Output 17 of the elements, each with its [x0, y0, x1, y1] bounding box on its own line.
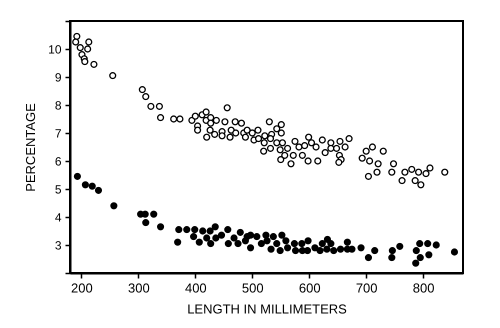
- y-axis-title: PERCENTAGE: [23, 102, 38, 192]
- y-tick-label: 9: [54, 70, 62, 84]
- y-tick-label: 4: [54, 210, 62, 224]
- y-tick-label: 8: [54, 98, 62, 112]
- x-tick-label: 500: [242, 280, 264, 296]
- y-tick-label: 5: [54, 182, 62, 196]
- x-tick-label: 400: [184, 280, 207, 296]
- x-axis-title: LENGTH IN MILLIMETERS: [187, 302, 348, 316]
- x-tick-label: 700: [356, 280, 378, 296]
- y-tick-label: 3: [54, 238, 62, 252]
- y-tick-label: 10: [48, 42, 62, 56]
- y-tick-label: 6: [54, 154, 62, 168]
- x-tick-label: 800: [412, 280, 434, 296]
- y-tick-label: 7: [54, 126, 62, 140]
- x-tick-label: 200: [71, 280, 93, 296]
- x-tick-label: 600: [298, 280, 321, 296]
- x-tick-label: 300: [128, 280, 150, 296]
